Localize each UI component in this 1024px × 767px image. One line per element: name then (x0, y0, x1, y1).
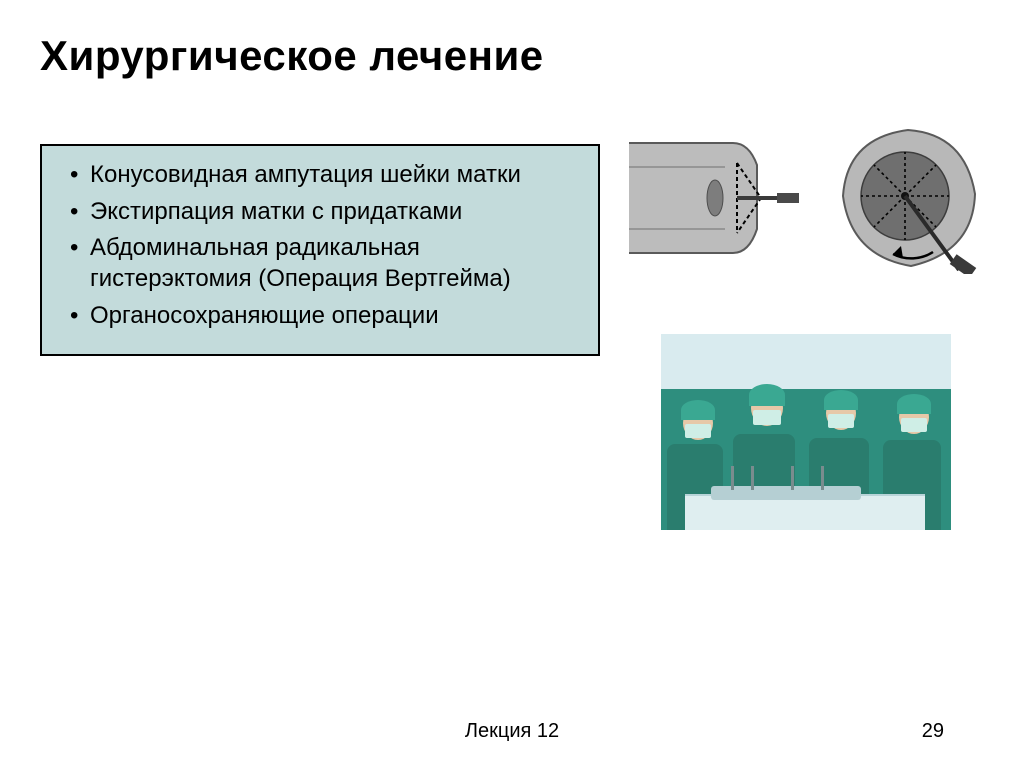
slide-title: Хирургическое лечение (40, 32, 984, 80)
list-item: Экстирпация матки с придатками (66, 197, 578, 228)
cone-diagrams-row (629, 124, 983, 274)
page-number: 29 (922, 720, 944, 743)
footer-lecture-label: Лекция 12 (0, 720, 1024, 743)
list-item: Абдоминальная радикальная гистерэктомия … (66, 233, 578, 294)
list-item: Конусовидная ампутация шейки матки (66, 160, 578, 191)
cone-excision-front-diagram (833, 124, 983, 274)
surgery-photo (661, 334, 951, 530)
content-row: Конусовидная ампутация шейки матки Эксти… (40, 144, 984, 530)
treatments-list: Конусовидная ампутация шейки матки Эксти… (66, 160, 578, 332)
treatments-text-box: Конусовидная ампутация шейки матки Эксти… (40, 144, 600, 356)
figures-column (628, 124, 984, 530)
slide: Хирургическое лечение Конусовидная ампут… (0, 0, 1024, 767)
cone-excision-side-diagram (629, 129, 799, 269)
list-item: Органосохраняющие операции (66, 301, 578, 332)
